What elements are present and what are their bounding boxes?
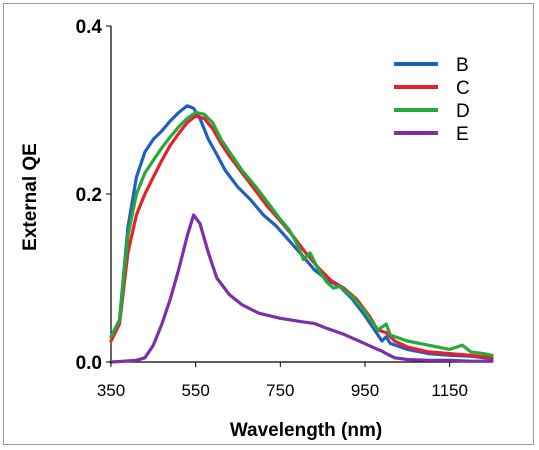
x-tick-label: 550 <box>181 381 209 400</box>
legend-label-d: D <box>456 101 470 122</box>
y-axis-title: External QE <box>20 143 41 251</box>
x-axis-title: Wavelength (nm) <box>230 420 382 441</box>
legend-label-e: E <box>456 124 469 145</box>
legend-label-c: C <box>456 78 470 99</box>
chart-frame <box>3 3 534 445</box>
x-axis-ticks: 350 550 750 950 1150 <box>97 362 468 400</box>
x-tick-label: 350 <box>97 381 125 400</box>
y-axis-ticks: 0.0 0.2 0.4 <box>76 17 111 374</box>
series-layer <box>109 104 494 364</box>
x-tick-label: 1150 <box>431 381 468 400</box>
x-tick-label: 950 <box>351 381 379 400</box>
y-tick-label: 0.0 <box>76 353 102 374</box>
legend-label-b: B <box>456 55 469 76</box>
series-line-e <box>109 213 494 364</box>
series-line-b <box>109 104 494 361</box>
series-line-c <box>109 114 494 360</box>
x-tick-label: 750 <box>266 381 294 400</box>
series-line-d <box>109 110 494 357</box>
plot-area <box>110 26 492 363</box>
y-tick-label: 0.4 <box>76 17 103 38</box>
y-tick-label: 0.2 <box>76 185 102 206</box>
